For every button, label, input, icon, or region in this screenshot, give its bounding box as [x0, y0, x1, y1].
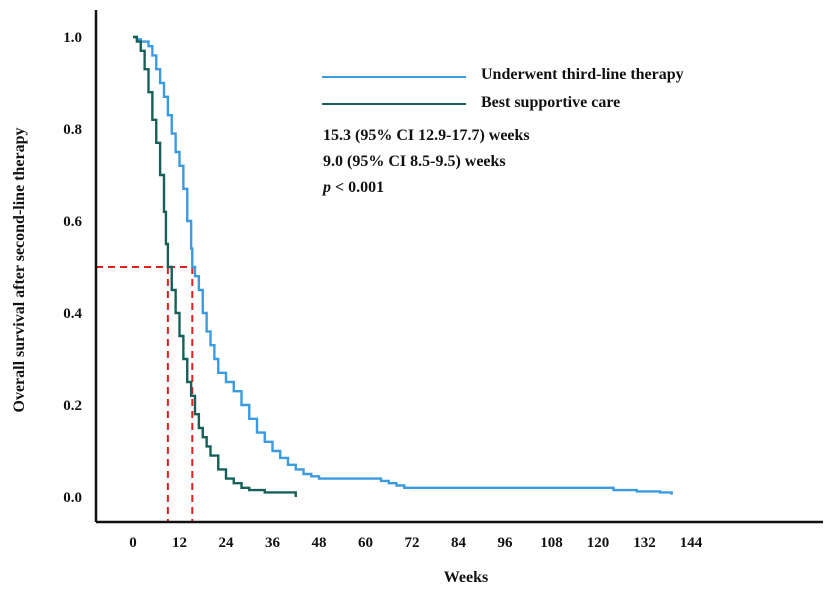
y-axis-title: Overall survival after second-line thera… [11, 128, 28, 413]
y-tick-label: 0.6 [63, 214, 82, 230]
x-tick-label: 36 [265, 535, 281, 551]
x-tick-label: 120 [587, 535, 610, 551]
median-supportive-care-text: 9.0 (95% CI 8.5-9.5) weeks [323, 153, 506, 170]
x-tick-label: 0 [129, 535, 137, 551]
y-tick-label: 0.0 [63, 490, 82, 506]
p-symbol: p [321, 179, 331, 196]
curve-third-line-therapy [133, 35, 673, 495]
x-axis-title: Weeks [444, 569, 488, 586]
p-value-text: p < 0.001 [321, 179, 384, 196]
curve-best-supportive-care [133, 35, 297, 497]
legend-label-third-line: Underwent third-line therapy [481, 66, 684, 83]
x-tick-label: 84 [451, 535, 467, 551]
x-tick-label: 108 [540, 535, 563, 551]
statistics-annotation: 15.3 (95% CI 12.9-17.7) weeks 9.0 (95% C… [321, 127, 530, 196]
x-tick-label: 24 [219, 535, 235, 551]
x-tick-label: 12 [172, 535, 187, 551]
y-tick-label: 1.0 [63, 30, 82, 46]
x-tick-label: 72 [405, 535, 420, 551]
median-reference-lines [96, 266, 194, 522]
axes [94, 10, 823, 524]
y-tick-labels: 0.0 0.2 0.4 0.6 0.8 1.0 [63, 30, 82, 506]
x-tick-labels: 0 12 24 36 48 60 72 84 96 108 120 132 144 [129, 535, 703, 551]
legend: Underwent third-line therapy Best suppor… [322, 66, 684, 111]
y-tick-label: 0.4 [63, 306, 82, 322]
x-tick-label: 48 [312, 535, 327, 551]
survival-curves [133, 35, 673, 497]
median-third-line-text: 15.3 (95% CI 12.9-17.7) weeks [323, 127, 530, 144]
x-tick-label: 60 [358, 535, 373, 551]
x-tick-label: 144 [680, 535, 703, 551]
y-tick-label: 0.2 [63, 398, 82, 414]
x-tick-label: 132 [633, 535, 656, 551]
legend-label-supportive-care: Best supportive care [481, 94, 620, 111]
p-value: < 0.001 [331, 179, 384, 196]
y-tick-label: 0.8 [63, 122, 82, 138]
x-tick-label: 96 [498, 535, 514, 551]
